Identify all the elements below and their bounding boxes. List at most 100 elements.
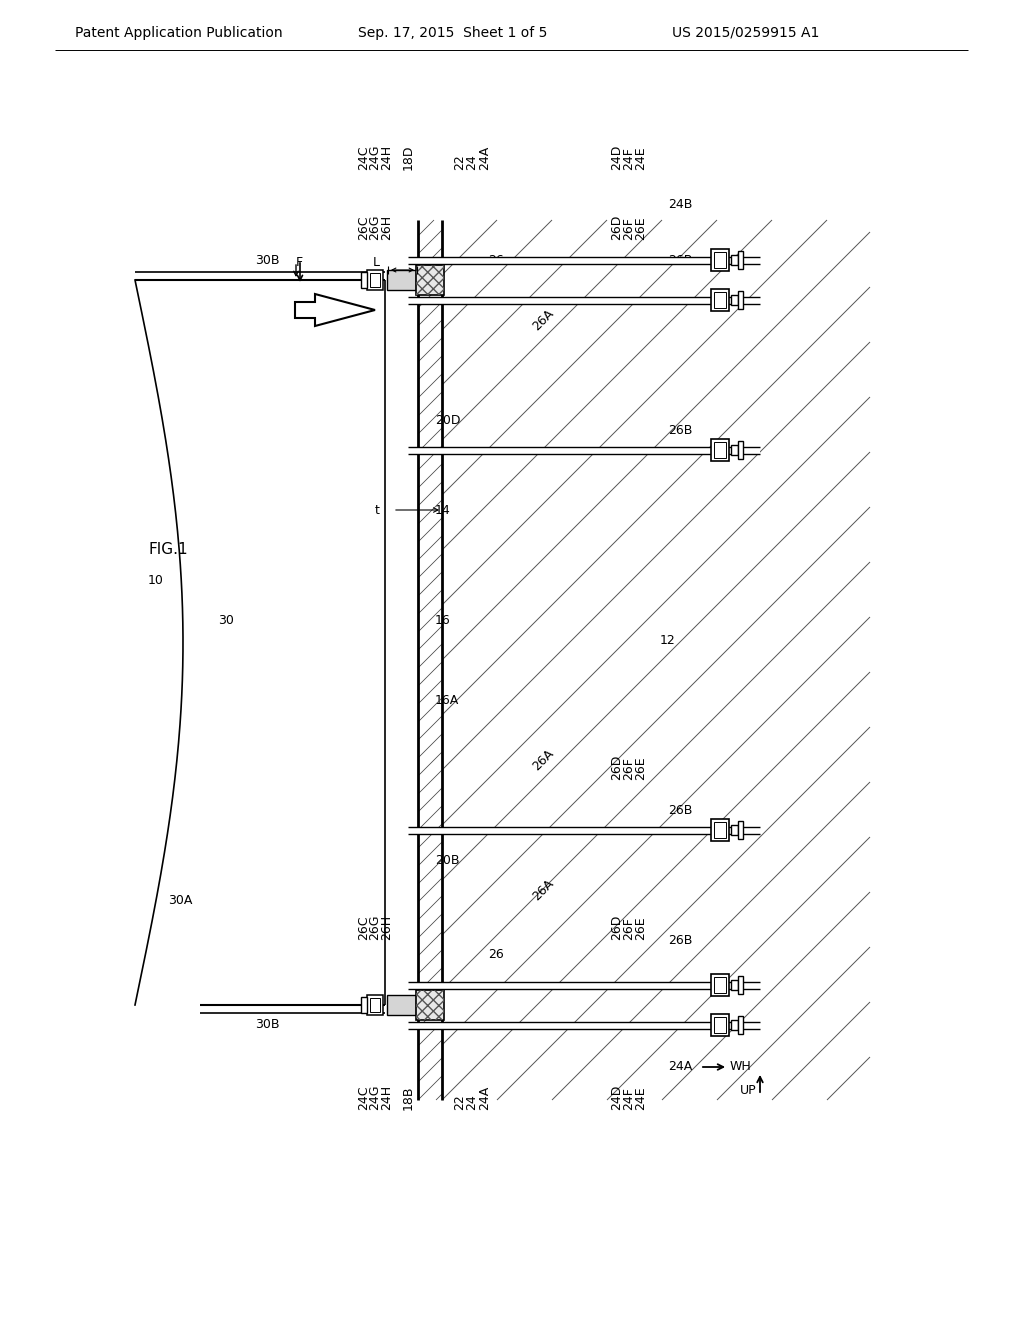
- Text: 26C: 26C: [357, 916, 370, 940]
- Text: 24A: 24A: [668, 1060, 692, 1073]
- Text: 26B: 26B: [668, 253, 692, 267]
- Bar: [731, 979, 738, 990]
- Text: 24A: 24A: [478, 1086, 490, 1110]
- Text: 26E: 26E: [634, 916, 647, 940]
- Text: 26F: 26F: [622, 917, 635, 940]
- Bar: [711, 818, 729, 841]
- Text: 22: 22: [453, 154, 466, 170]
- Bar: [738, 441, 743, 459]
- Text: 24G: 24G: [368, 1085, 381, 1110]
- Text: 18B: 18B: [402, 1085, 415, 1110]
- Text: WH: WH: [730, 1060, 752, 1073]
- Text: 24C: 24C: [357, 145, 370, 170]
- Bar: [738, 1016, 743, 1034]
- Bar: [738, 290, 743, 309]
- Text: 24E: 24E: [634, 1086, 647, 1110]
- Text: 24H: 24H: [380, 145, 393, 170]
- Text: 26A: 26A: [530, 306, 556, 333]
- Text: 26D: 26D: [610, 755, 623, 780]
- Bar: [416, 265, 444, 294]
- Bar: [416, 265, 444, 294]
- Bar: [738, 975, 743, 994]
- Text: 26B: 26B: [668, 424, 692, 437]
- Text: 26D: 26D: [610, 915, 623, 940]
- Text: t: t: [375, 503, 380, 516]
- Text: 26B: 26B: [668, 804, 692, 817]
- Bar: [731, 1020, 738, 1030]
- Bar: [367, 995, 383, 1015]
- Bar: [738, 821, 743, 840]
- Text: 24D: 24D: [610, 145, 623, 170]
- Bar: [711, 249, 729, 271]
- Bar: [714, 292, 726, 308]
- Text: Sep. 17, 2015  Sheet 1 of 5: Sep. 17, 2015 Sheet 1 of 5: [358, 26, 548, 40]
- Bar: [714, 252, 726, 268]
- Bar: [319, 304, 375, 315]
- Text: L: L: [373, 256, 380, 268]
- Bar: [731, 255, 738, 265]
- Polygon shape: [295, 294, 375, 326]
- Bar: [408, 826, 760, 833]
- Text: 30A: 30A: [168, 894, 193, 907]
- Bar: [711, 974, 729, 997]
- Text: 20D: 20D: [435, 413, 461, 426]
- Bar: [714, 1016, 726, 1034]
- Bar: [731, 825, 738, 836]
- Text: 24G: 24G: [368, 144, 381, 170]
- Text: 24A: 24A: [478, 145, 490, 170]
- Text: 26H: 26H: [380, 215, 393, 240]
- Text: 24C: 24C: [357, 1085, 370, 1110]
- Bar: [387, 995, 416, 1015]
- Bar: [408, 256, 760, 264]
- Text: 16: 16: [435, 614, 451, 627]
- Text: 26: 26: [488, 253, 504, 267]
- Text: 30B: 30B: [255, 253, 280, 267]
- Bar: [714, 977, 726, 993]
- Text: 24: 24: [465, 154, 478, 170]
- Bar: [714, 442, 726, 458]
- Bar: [361, 997, 367, 1012]
- Bar: [408, 446, 760, 454]
- Bar: [408, 982, 760, 989]
- Text: 26G: 26G: [368, 915, 381, 940]
- Text: 24F: 24F: [622, 147, 635, 170]
- Text: 24H: 24H: [380, 1085, 393, 1110]
- Bar: [418, 220, 442, 1100]
- Text: 26E: 26E: [634, 216, 647, 240]
- Text: FIG.1: FIG.1: [148, 543, 187, 557]
- Text: 24F: 24F: [622, 1088, 635, 1110]
- Bar: [408, 297, 760, 304]
- Text: 30: 30: [218, 614, 233, 627]
- Text: 18D: 18D: [402, 144, 415, 170]
- Text: 26H: 26H: [380, 915, 393, 940]
- Text: 24E: 24E: [634, 147, 647, 170]
- Text: 26E: 26E: [634, 756, 647, 780]
- Text: 10: 10: [148, 573, 164, 586]
- Text: 12: 12: [660, 634, 676, 647]
- Text: US 2015/0259915 A1: US 2015/0259915 A1: [672, 26, 819, 40]
- Text: 16A: 16A: [435, 693, 459, 706]
- Bar: [738, 251, 743, 269]
- Text: 26F: 26F: [622, 758, 635, 780]
- Text: 14: 14: [435, 503, 451, 516]
- Bar: [408, 1022, 760, 1028]
- Text: F: F: [296, 256, 303, 268]
- Bar: [361, 272, 367, 288]
- Bar: [711, 289, 729, 312]
- Text: UP: UP: [740, 1084, 757, 1097]
- Text: 30B: 30B: [255, 1019, 280, 1031]
- Text: 24: 24: [465, 1094, 478, 1110]
- Text: 26D: 26D: [610, 215, 623, 240]
- Text: 26A: 26A: [530, 747, 556, 774]
- Text: 20B: 20B: [435, 854, 460, 866]
- Text: 22: 22: [453, 1094, 466, 1110]
- Text: 26A: 26A: [530, 876, 556, 903]
- Bar: [387, 271, 416, 290]
- Bar: [731, 445, 738, 455]
- Text: Patent Application Publication: Patent Application Publication: [75, 26, 283, 40]
- Text: 26G: 26G: [368, 214, 381, 240]
- Bar: [416, 990, 444, 1020]
- Bar: [711, 440, 729, 461]
- Text: 24D: 24D: [610, 1085, 623, 1110]
- Bar: [370, 998, 380, 1012]
